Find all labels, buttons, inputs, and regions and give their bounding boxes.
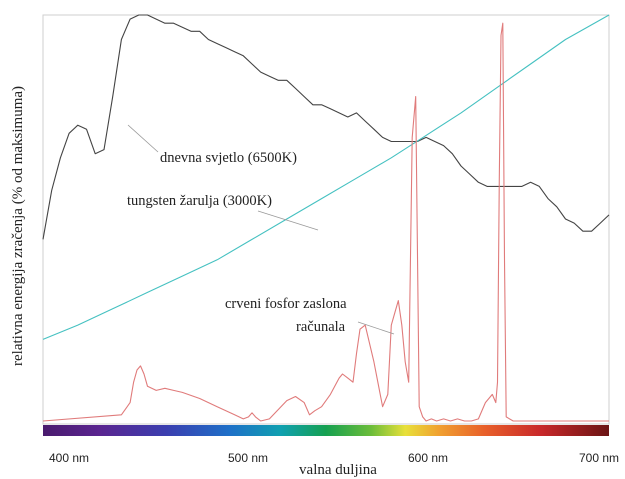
tungsten-line xyxy=(42,14,610,340)
daylight-line xyxy=(42,14,610,240)
annotation-tungsten: tungsten žarulja (3000K) xyxy=(127,193,272,209)
x-tick-400: 400 nm xyxy=(49,451,89,465)
phosphor-leader-line xyxy=(357,321,395,335)
annotation-phosphor-line2: računala xyxy=(296,319,346,335)
y-axis-label: relativna energija zračenja (% od maksim… xyxy=(10,86,26,366)
x-axis-label: valna duljina xyxy=(299,462,377,478)
plot-frame xyxy=(42,14,610,425)
daylight-leader-line xyxy=(127,124,159,153)
spectrum-bar xyxy=(43,425,609,436)
x-tick-700: 700 nm xyxy=(579,451,619,465)
x-tick-500: 500 nm xyxy=(228,451,268,465)
series-group xyxy=(42,14,610,422)
x-tick-600: 600 nm xyxy=(408,451,448,465)
red-phosphor-line xyxy=(42,22,609,422)
tungsten-leader-line xyxy=(257,210,319,231)
annotation-phosphor-line1: crveni fosfor zaslona xyxy=(225,296,347,312)
annotation-daylight: dnevna svjetlo (6500K) xyxy=(160,150,297,166)
